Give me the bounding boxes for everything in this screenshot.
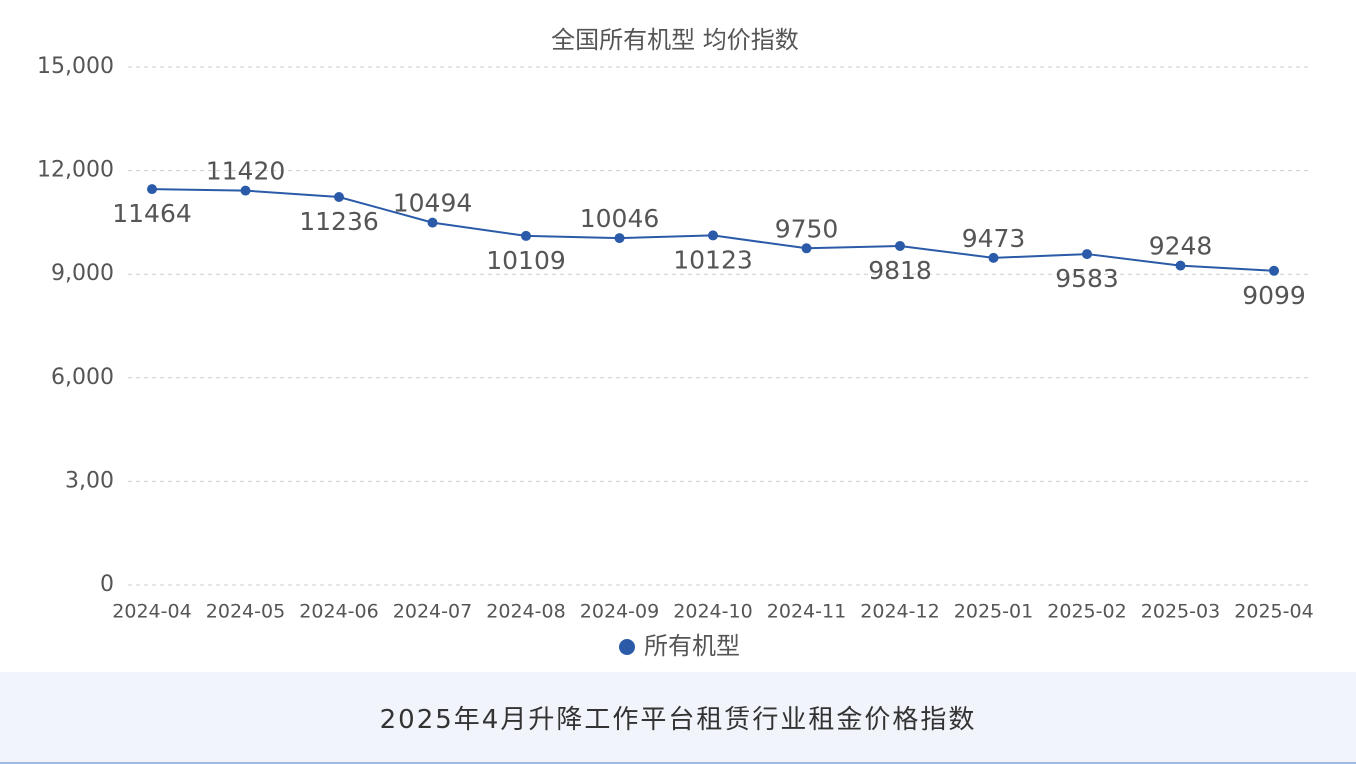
data-label: 10494	[393, 189, 473, 218]
y-tick-label: 0	[100, 572, 114, 597]
x-tick-label: 2025-01	[954, 601, 1033, 623]
data-label: 10046	[580, 204, 660, 233]
point	[895, 240, 905, 251]
data-label: 9750	[775, 214, 839, 243]
point	[801, 243, 812, 254]
legend-marker	[619, 639, 635, 655]
y-tick-label: 6,000	[51, 365, 114, 390]
point	[521, 230, 531, 241]
data-label: 9473	[962, 224, 1026, 253]
point	[240, 185, 251, 196]
data-label: 9818	[868, 256, 932, 285]
point	[1082, 249, 1092, 260]
x-tick-label: 2025-04	[1234, 601, 1313, 623]
footer: 2025年4月升降工作平台租赁行业租金价格指数	[0, 672, 1356, 764]
y-tick-label: 3,00	[65, 468, 114, 493]
legend-label: 所有机型	[644, 632, 740, 660]
point	[988, 252, 999, 263]
data-label: 11464	[112, 199, 192, 228]
x-tick-label: 2024-10	[673, 601, 752, 623]
x-tick-label: 2024-04	[112, 601, 191, 623]
point	[147, 184, 157, 195]
data-label: 10109	[486, 246, 566, 275]
x-tick-label: 2025-02	[1047, 601, 1126, 623]
point	[1175, 260, 1186, 271]
x-tick-label: 2024-06	[299, 601, 378, 623]
data-label: 10123	[673, 245, 753, 274]
data-label: 9248	[1149, 232, 1213, 261]
point	[427, 217, 438, 228]
x-tick-label: 2024-07	[393, 601, 472, 623]
data-label: 11420	[206, 157, 286, 186]
point	[334, 191, 344, 202]
data-label: 9583	[1055, 264, 1119, 293]
x-tick-label: 2025-03	[1141, 601, 1220, 623]
chart: 全国所有机型 均价指数 0 3,00 6,000 9,000 12,000 15,000 2…	[37, 26, 1314, 660]
point	[708, 230, 718, 241]
point	[614, 233, 625, 244]
x-tick-label: 2024-09	[580, 601, 659, 623]
y-tick-label: 9,000	[51, 261, 114, 286]
y-tick-label: 12,000	[37, 158, 114, 183]
data-label: 9099	[1242, 281, 1306, 310]
y-tick-label: 15,000	[37, 54, 114, 79]
point	[1269, 265, 1279, 276]
x-tick-label: 2024-08	[486, 601, 565, 623]
x-tick-label: 2024-05	[206, 601, 285, 623]
chart-title: 全国所有机型 均价指数	[551, 26, 799, 54]
x-tick-label: 2024-12	[860, 601, 939, 623]
data-label: 11236	[299, 207, 379, 236]
x-tick-label: 2024-11	[767, 601, 846, 623]
